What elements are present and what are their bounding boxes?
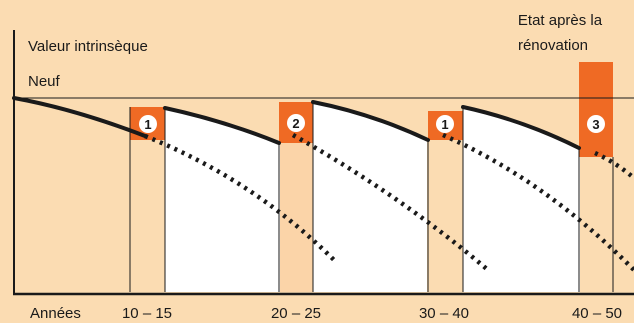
marker-4: 3	[587, 115, 605, 133]
value-curve-4	[461, 105, 581, 150]
x-tick-label-1: 10 – 15	[122, 305, 172, 322]
x-axis-label: Années	[30, 305, 81, 322]
decline-curves	[144, 132, 634, 272]
marker-2: 2	[287, 114, 305, 132]
decline-curve-4	[594, 150, 634, 180]
annotation-line-2: rénovation	[518, 37, 588, 54]
decline-curve-3	[442, 132, 634, 272]
renovation-bar-4	[579, 62, 613, 157]
value-curves	[12, 96, 581, 150]
white-area-1	[165, 108, 280, 292]
new-reference-label: Neuf	[28, 73, 61, 90]
x-tick-label-2: 20 – 25	[271, 305, 321, 322]
marker-3-label: 1	[441, 117, 448, 132]
value-curve-3	[311, 100, 430, 142]
annotation-line-1: Etat après la	[518, 12, 603, 29]
x-tick-label-4: 40 – 50	[572, 305, 622, 322]
marker-2-label: 2	[292, 116, 299, 131]
y-axis-label: Valeur intrinsèque	[28, 38, 148, 55]
marker-4-label: 3	[592, 117, 599, 132]
marker-1-label: 1	[144, 117, 151, 132]
white-area-3	[463, 107, 580, 292]
marker-1: 1	[139, 115, 157, 133]
value-curve-2	[163, 106, 281, 145]
gap-fill-2	[280, 143, 313, 292]
decline-curve-2	[291, 133, 490, 272]
value-curve-1	[12, 96, 147, 138]
white-area-2	[313, 102, 427, 292]
x-tick-label-3: 30 – 40	[419, 305, 469, 322]
decline-curve-1	[144, 133, 339, 265]
marker-3: 1	[436, 115, 454, 133]
